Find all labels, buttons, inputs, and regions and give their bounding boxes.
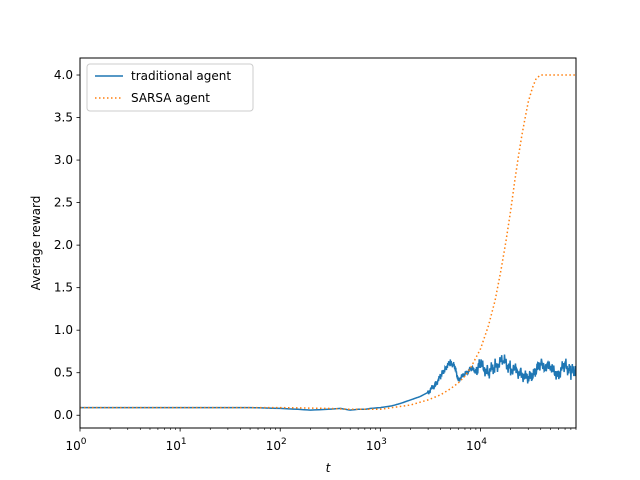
x-tick-exponent: 2 xyxy=(281,437,287,447)
x-tick-base: 10 xyxy=(366,439,381,453)
legend: traditional agent SARSA agent xyxy=(86,63,254,112)
x-tick-exponent: 1 xyxy=(181,437,187,447)
x-tick-label: 100 xyxy=(65,437,86,453)
y-tick-label: 2.5 xyxy=(54,196,73,210)
x-tick-base: 10 xyxy=(65,439,80,453)
series-traditional-agent-line xyxy=(80,354,576,411)
y-tick-label: 1.0 xyxy=(54,323,73,337)
y-tick-label: 3.5 xyxy=(54,111,73,125)
legend-box xyxy=(86,63,254,112)
x-tick-base: 10 xyxy=(166,439,181,453)
x-axis-label: t xyxy=(326,461,332,475)
legend-label-traditional-agent: traditional agent xyxy=(131,69,231,83)
y-tick-label: 1.5 xyxy=(54,281,73,295)
y-tick-label: 0.5 xyxy=(54,366,73,380)
y-tick-label: 0.0 xyxy=(54,408,73,422)
x-axis: 100 101 102 103 104 xyxy=(65,428,577,453)
x-tick-exponent: 3 xyxy=(381,437,387,447)
x-tick-label: 103 xyxy=(366,437,387,453)
x-tick-label: 101 xyxy=(166,437,187,453)
y-axis: 0.0 0.5 1.0 1.5 2.0 2.5 3.0 3.5 4.0 xyxy=(54,68,80,422)
series-sarsa-agent-line xyxy=(80,74,576,411)
plot-area xyxy=(80,74,576,411)
x-tick-exponent: 0 xyxy=(81,437,87,447)
y-tick-label: 3.0 xyxy=(54,153,73,167)
x-tick-label: 102 xyxy=(266,437,287,453)
legend-label-sarsa-agent: SARSA agent xyxy=(131,91,210,105)
x-tick-exponent: 4 xyxy=(481,437,487,447)
y-axis-label: Average reward xyxy=(29,196,43,291)
x-tick-base: 10 xyxy=(266,439,281,453)
y-tick-label: 4.0 xyxy=(54,68,73,82)
x-tick-label: 104 xyxy=(466,437,487,453)
y-tick-label: 2.0 xyxy=(54,238,73,252)
x-tick-base: 10 xyxy=(466,439,481,453)
